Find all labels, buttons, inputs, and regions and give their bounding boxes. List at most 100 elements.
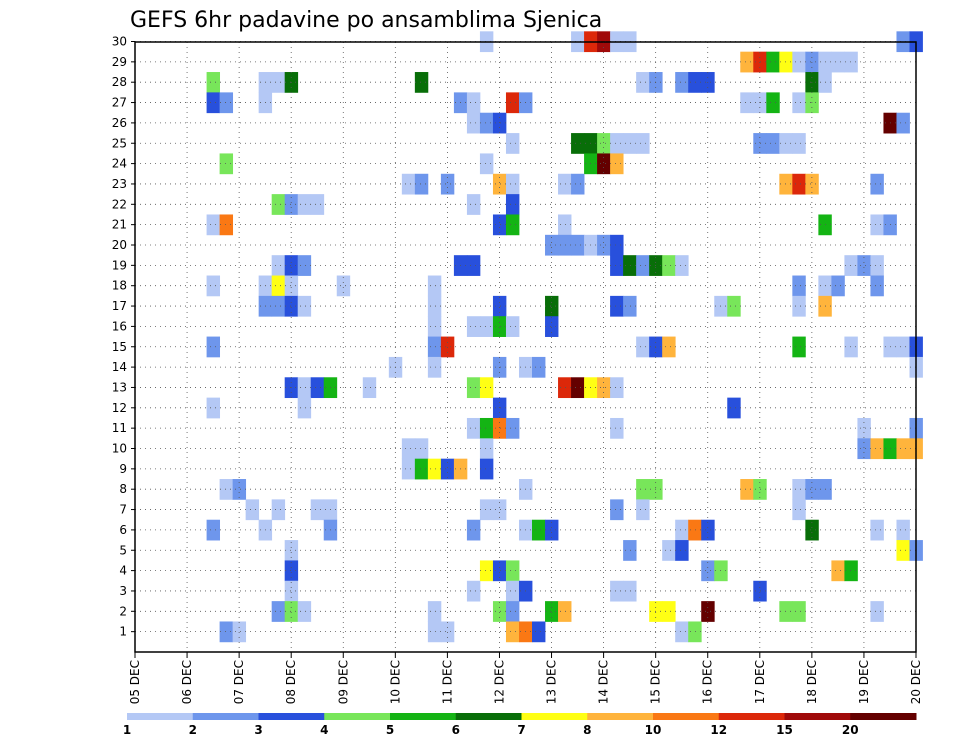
heatmap-cell	[857, 438, 871, 460]
heatmap-cell	[571, 377, 585, 399]
heatmap-cell	[479, 438, 494, 460]
heatmap-cell	[427, 336, 442, 358]
colorbar-label: 10	[645, 723, 662, 737]
heatmap-cell	[740, 92, 754, 114]
heatmap-cell	[766, 51, 780, 73]
heatmap-cell	[271, 499, 286, 521]
heatmap-cell	[310, 194, 325, 215]
y-tick-label: 20	[112, 238, 127, 252]
heatmap-cell	[857, 255, 871, 276]
y-tick-label: 18	[112, 279, 127, 293]
heatmap-cell	[284, 560, 299, 582]
heatmap-cell	[597, 234, 611, 256]
heatmap-cell	[662, 540, 676, 561]
heatmap-cell	[805, 173, 819, 195]
x-axis: 05 DEC 06 DEC 07 DEC 08 DEC 09 DEC 10 DEC 11 D…	[128, 652, 923, 704]
heatmap-cell	[479, 560, 494, 582]
x-tick-label: 14 DEC	[597, 660, 611, 704]
heatmap-cell	[401, 438, 416, 460]
heatmap-cell	[610, 133, 624, 154]
heatmap-cell	[571, 173, 585, 195]
heatmap-cell	[610, 580, 624, 602]
colorbar-swatch	[587, 713, 654, 720]
heatmap-cell	[597, 153, 611, 175]
heatmap-cell	[792, 479, 806, 500]
colorbar-swatch	[258, 713, 325, 720]
heatmap-cell	[870, 214, 884, 236]
heatmap-cell	[206, 336, 221, 358]
heatmap-cell	[779, 173, 793, 195]
heatmap-cell	[427, 275, 442, 297]
heatmap-cell	[466, 417, 481, 439]
heatmap-cell	[740, 479, 754, 500]
heatmap-cell	[401, 458, 416, 480]
heatmap-cell	[610, 234, 624, 256]
heatmap-cell	[727, 295, 741, 317]
heatmap-cell	[284, 540, 299, 561]
heatmap-cell	[740, 51, 754, 73]
heatmap-cell	[727, 397, 741, 419]
y-tick-label: 12	[112, 401, 127, 415]
heatmap-cell	[414, 72, 429, 93]
heatmap-cell	[623, 295, 637, 317]
heatmap-cell	[623, 540, 637, 561]
heatmap-cell	[271, 255, 286, 276]
y-tick-label: 4	[119, 564, 127, 578]
y-tick-label: 17	[112, 299, 127, 313]
heatmap-cell	[427, 601, 442, 622]
heatmap-cell	[466, 580, 481, 602]
heatmap-cell	[688, 621, 702, 643]
heatmap-cell	[701, 601, 715, 622]
heatmap-cell	[571, 133, 585, 154]
heatmap-cell	[505, 214, 520, 236]
heatmap-cell	[870, 519, 884, 541]
heatmap-cell	[206, 92, 221, 114]
heatmap-cell	[896, 336, 910, 358]
heatmap-cell	[466, 194, 481, 215]
heatmap-cell	[779, 51, 793, 73]
x-tick-label: 05 DEC	[128, 660, 142, 704]
heatmap-cell	[505, 560, 520, 582]
x-tick-label: 08 DEC	[284, 660, 298, 704]
heatmap-cell	[492, 295, 507, 317]
heatmap-cell	[479, 417, 494, 439]
y-tick-label: 1	[119, 625, 127, 639]
x-tick-label: 12 DEC	[492, 660, 506, 704]
heatmap-cell	[219, 621, 234, 643]
y-tick-label: 19	[112, 258, 127, 272]
heatmap-cell	[219, 214, 234, 236]
heatmap-cell	[492, 560, 507, 582]
heatmap-cell	[427, 458, 442, 480]
heatmap-cell	[688, 519, 702, 541]
heatmap-cell	[844, 51, 858, 73]
heatmap-cell	[206, 519, 221, 541]
heatmap-cell	[206, 275, 221, 297]
heatmap-cell	[414, 173, 429, 195]
heatmap-cell	[558, 601, 572, 622]
x-tick-label: 15 DEC	[649, 660, 663, 704]
colorbar-swatch	[127, 713, 194, 720]
heatmap-cell	[831, 51, 845, 73]
colorbar-swatch	[455, 713, 522, 720]
heatmap-cell	[675, 519, 689, 541]
heatmap-cell	[232, 621, 247, 643]
heatmap-cells	[206, 31, 923, 643]
y-tick-label: 2	[119, 604, 127, 618]
heatmap-cell	[284, 295, 299, 317]
heatmap-cell	[492, 499, 507, 521]
heatmap-cell	[558, 214, 572, 236]
heatmap-cell	[623, 133, 637, 154]
heatmap-cell	[362, 377, 377, 399]
heatmap-cell	[284, 275, 299, 297]
heatmap-cell	[479, 153, 494, 175]
heatmap-cell	[310, 377, 325, 399]
y-tick-label: 23	[112, 177, 127, 191]
x-tick-label: 09 DEC	[336, 660, 350, 704]
heatmap-cell	[545, 601, 559, 622]
heatmap-cell	[466, 92, 481, 114]
y-tick-label: 25	[112, 136, 127, 150]
y-tick-label: 22	[112, 197, 127, 211]
y-axis: 1234567891011121314151617181920212223242…	[112, 35, 135, 639]
heatmap-cell	[206, 397, 221, 419]
